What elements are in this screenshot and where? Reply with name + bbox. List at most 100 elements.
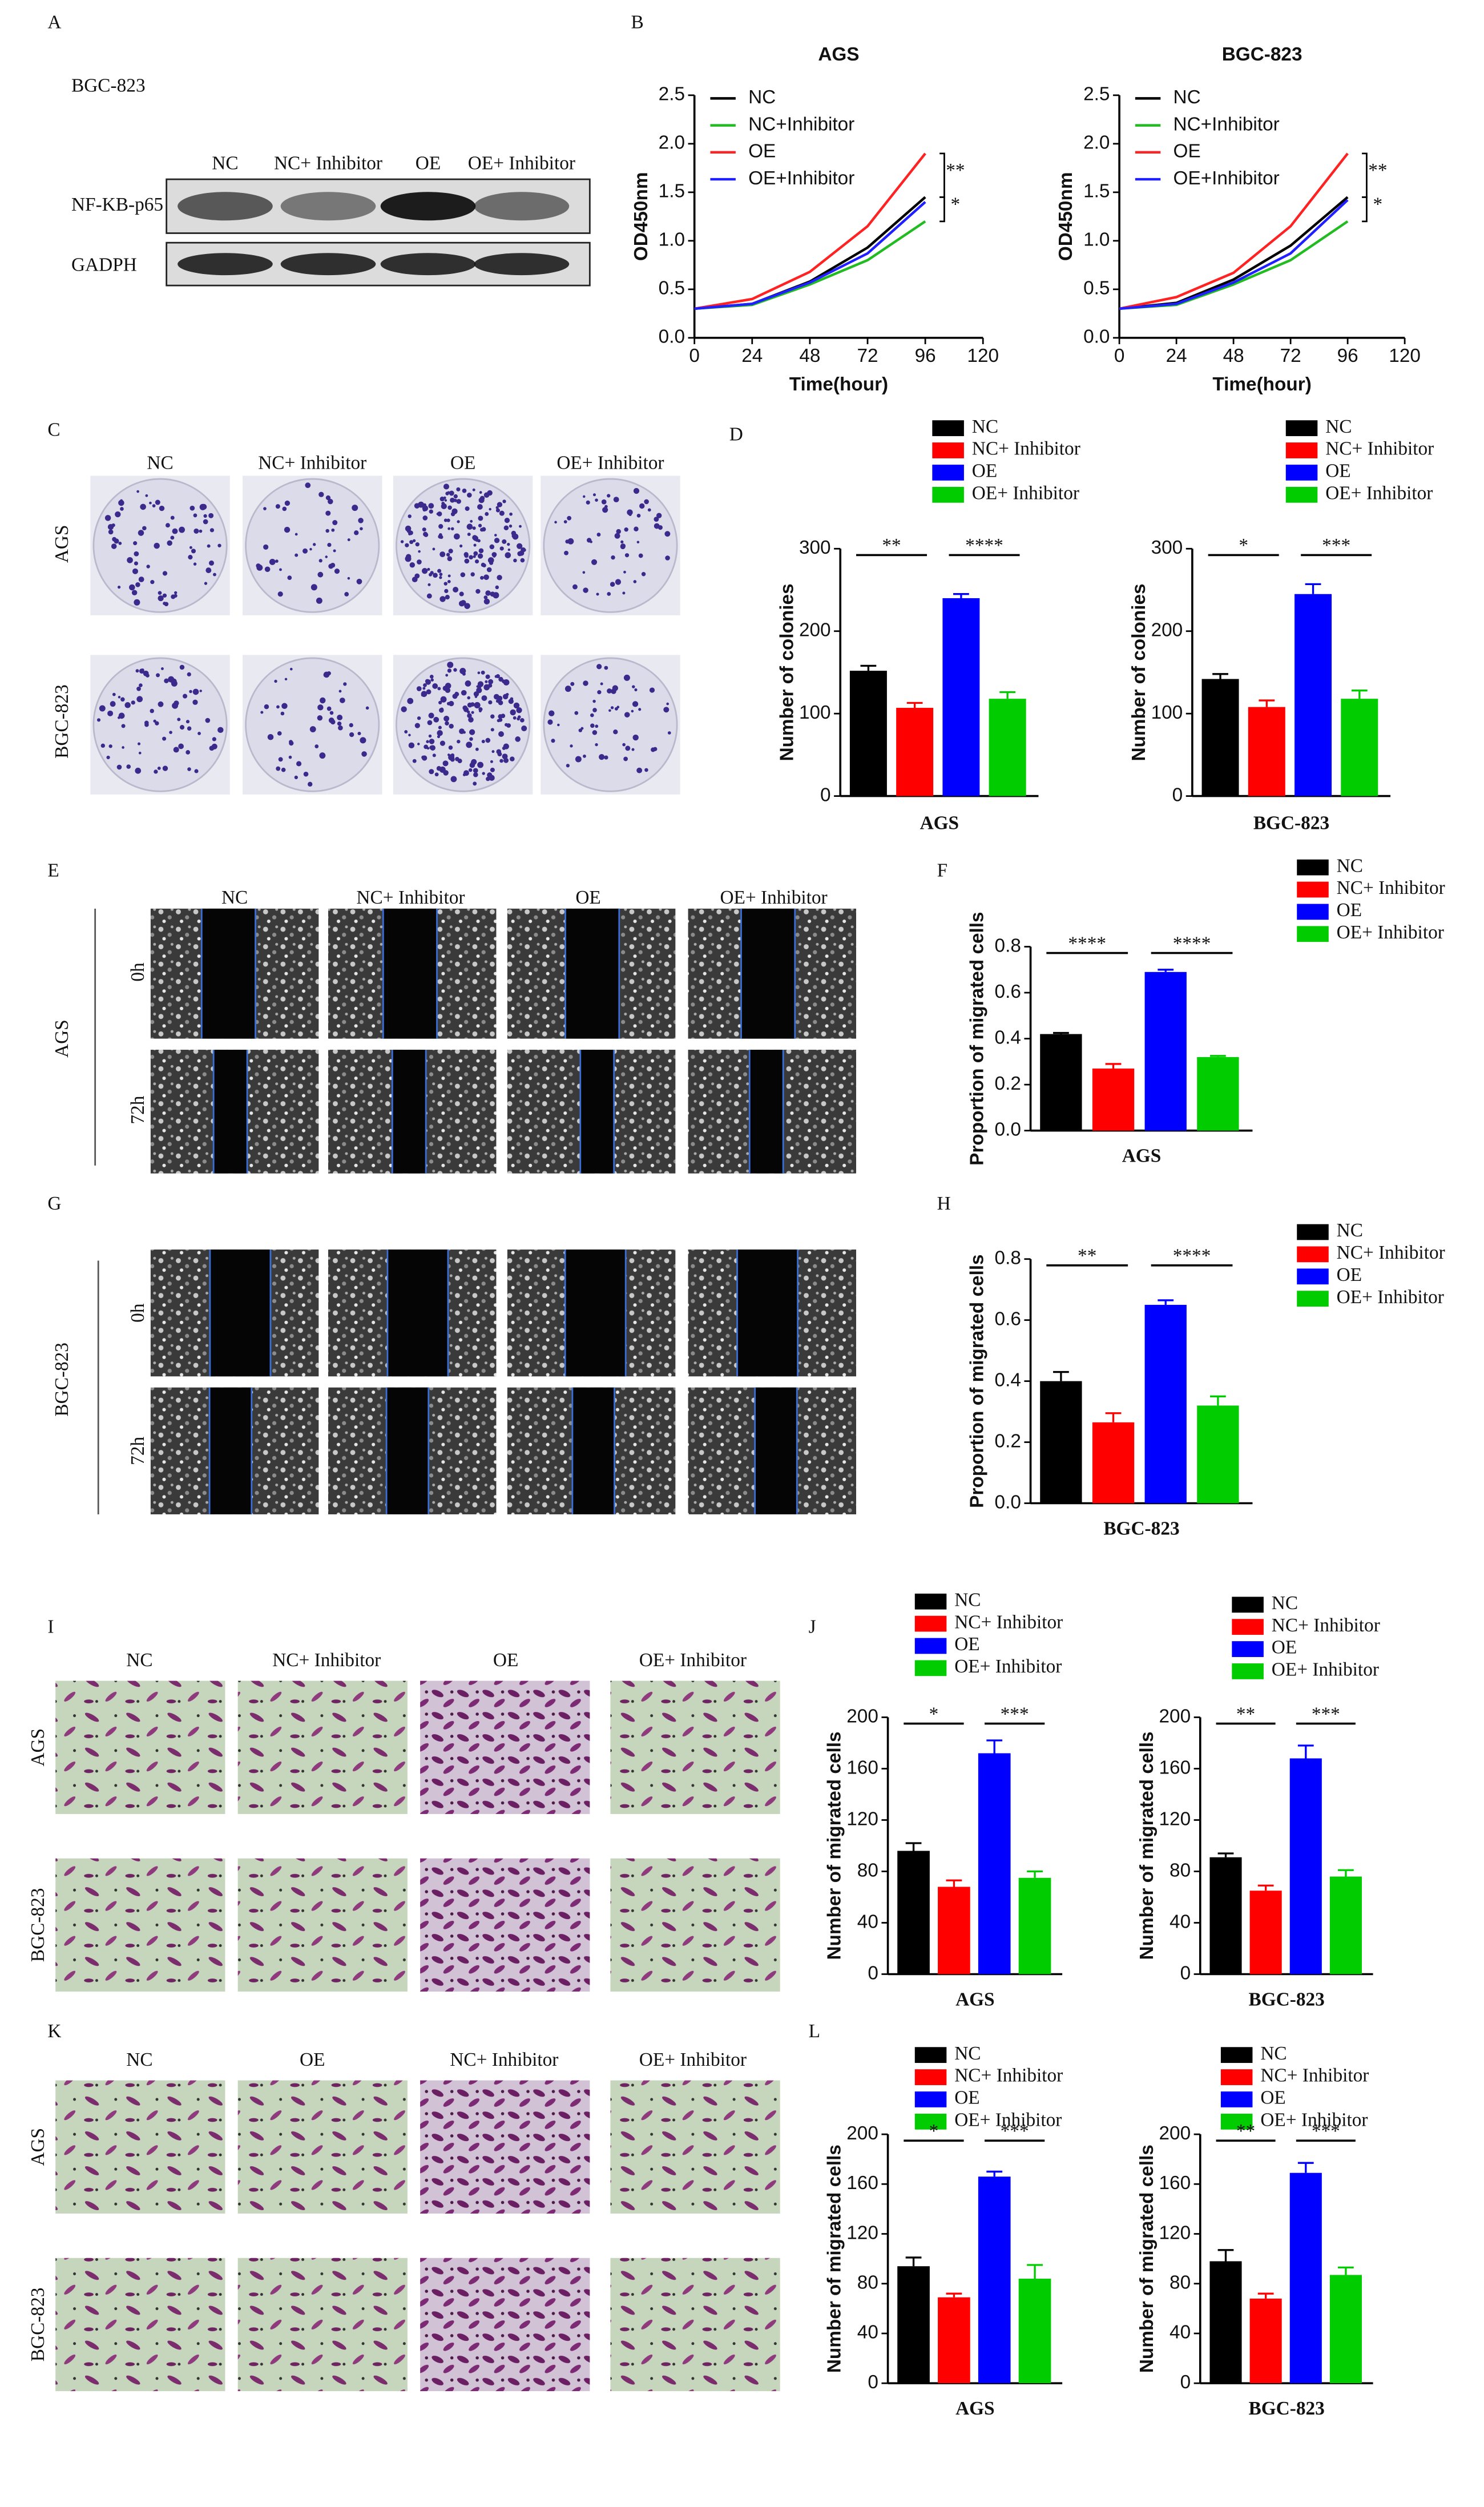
colony [504,518,510,523]
colony [578,728,582,732]
colony [485,590,491,596]
legend-swatch [1232,1619,1264,1635]
colony [447,556,453,562]
colony [607,688,612,694]
colony [467,710,470,714]
x-axis-label: BGC-823 [1249,1989,1325,2010]
colony [325,495,331,501]
y-tick-label: 0.5 [659,278,685,299]
legend-label: NC [748,87,776,108]
colony [417,559,422,565]
colony [326,671,331,676]
legend-label: OE [1337,1264,1362,1285]
colony [170,535,175,540]
y-tick-label: 200 [799,620,831,641]
colony [263,507,267,510]
significance-label: * [1373,194,1383,215]
colony [654,523,660,529]
colony [347,577,350,580]
panel-letter: A [47,11,61,33]
colony [439,740,446,746]
bar [1144,1304,1187,1504]
colony [99,705,106,712]
column-label: NC+ Inhibitor [356,887,465,908]
y-tick-label: 80 [857,1860,878,1881]
transwell-image [237,2258,408,2392]
colony [189,505,195,511]
y-tick-label: 80 [1170,1860,1191,1881]
colony [595,498,598,502]
colony [510,697,514,701]
colony [491,750,495,753]
colony [490,767,495,772]
transwell-image [420,2080,590,2214]
colony [592,493,596,497]
colony [443,715,450,722]
colony [478,707,483,712]
legend-label: OE+Inhibitor [748,168,854,189]
column-label: OE+ Inhibitor [639,1650,747,1671]
bar [1040,1034,1082,1131]
colony [448,745,453,750]
colony [193,513,197,518]
column-label: OE+ Inhibitor [639,2049,747,2070]
y-axis-label: Number of colonies [1128,583,1150,761]
colony [143,670,149,676]
legend-label: OE+ Inhibitor [972,482,1079,503]
colony [309,726,316,733]
colony [289,667,293,671]
row-label: BGC-823 [51,1343,72,1417]
colony [479,491,482,494]
colony [623,570,626,574]
legend-swatch [1297,881,1329,898]
colony [610,706,614,710]
colony [120,697,125,702]
colony [429,739,435,744]
colony [455,757,459,761]
legend-swatch [914,1615,947,1632]
colony [427,567,430,571]
transwell-image [237,1858,408,1992]
y-tick-label: 2.5 [659,84,685,105]
wound-gap [392,1050,426,1174]
colony [468,717,474,723]
legend-swatch [1297,904,1329,920]
colony [437,511,442,517]
significance-label: ** [882,535,901,556]
colony [287,575,292,581]
colony [590,713,594,718]
legend-label: NC [1337,1220,1363,1241]
colony [199,503,206,510]
colony [110,701,116,707]
colony [260,711,264,714]
colony [604,755,608,760]
panel-letter: E [47,860,59,881]
colony [489,561,494,565]
colony [308,781,313,787]
x-tick-label: 24 [741,345,763,366]
colony [467,702,473,708]
colony [122,746,124,749]
bar [1144,972,1187,1131]
y-tick-label: 2.0 [659,132,685,154]
colony [432,753,436,757]
colony [456,487,461,491]
colony [471,711,474,714]
colony [354,530,359,535]
plate [245,657,380,792]
colony [186,720,190,724]
colony [421,694,424,697]
colony [478,523,482,527]
colony [187,767,191,771]
colony [187,726,192,731]
colony [516,707,522,714]
y-tick-label: 1.0 [1083,229,1110,251]
colony [547,719,553,725]
colony [400,540,404,543]
colony [276,766,281,771]
colony [334,569,340,574]
colony [150,580,155,585]
row-label: AGS [51,525,72,563]
colony [498,731,504,737]
colony [615,579,622,585]
